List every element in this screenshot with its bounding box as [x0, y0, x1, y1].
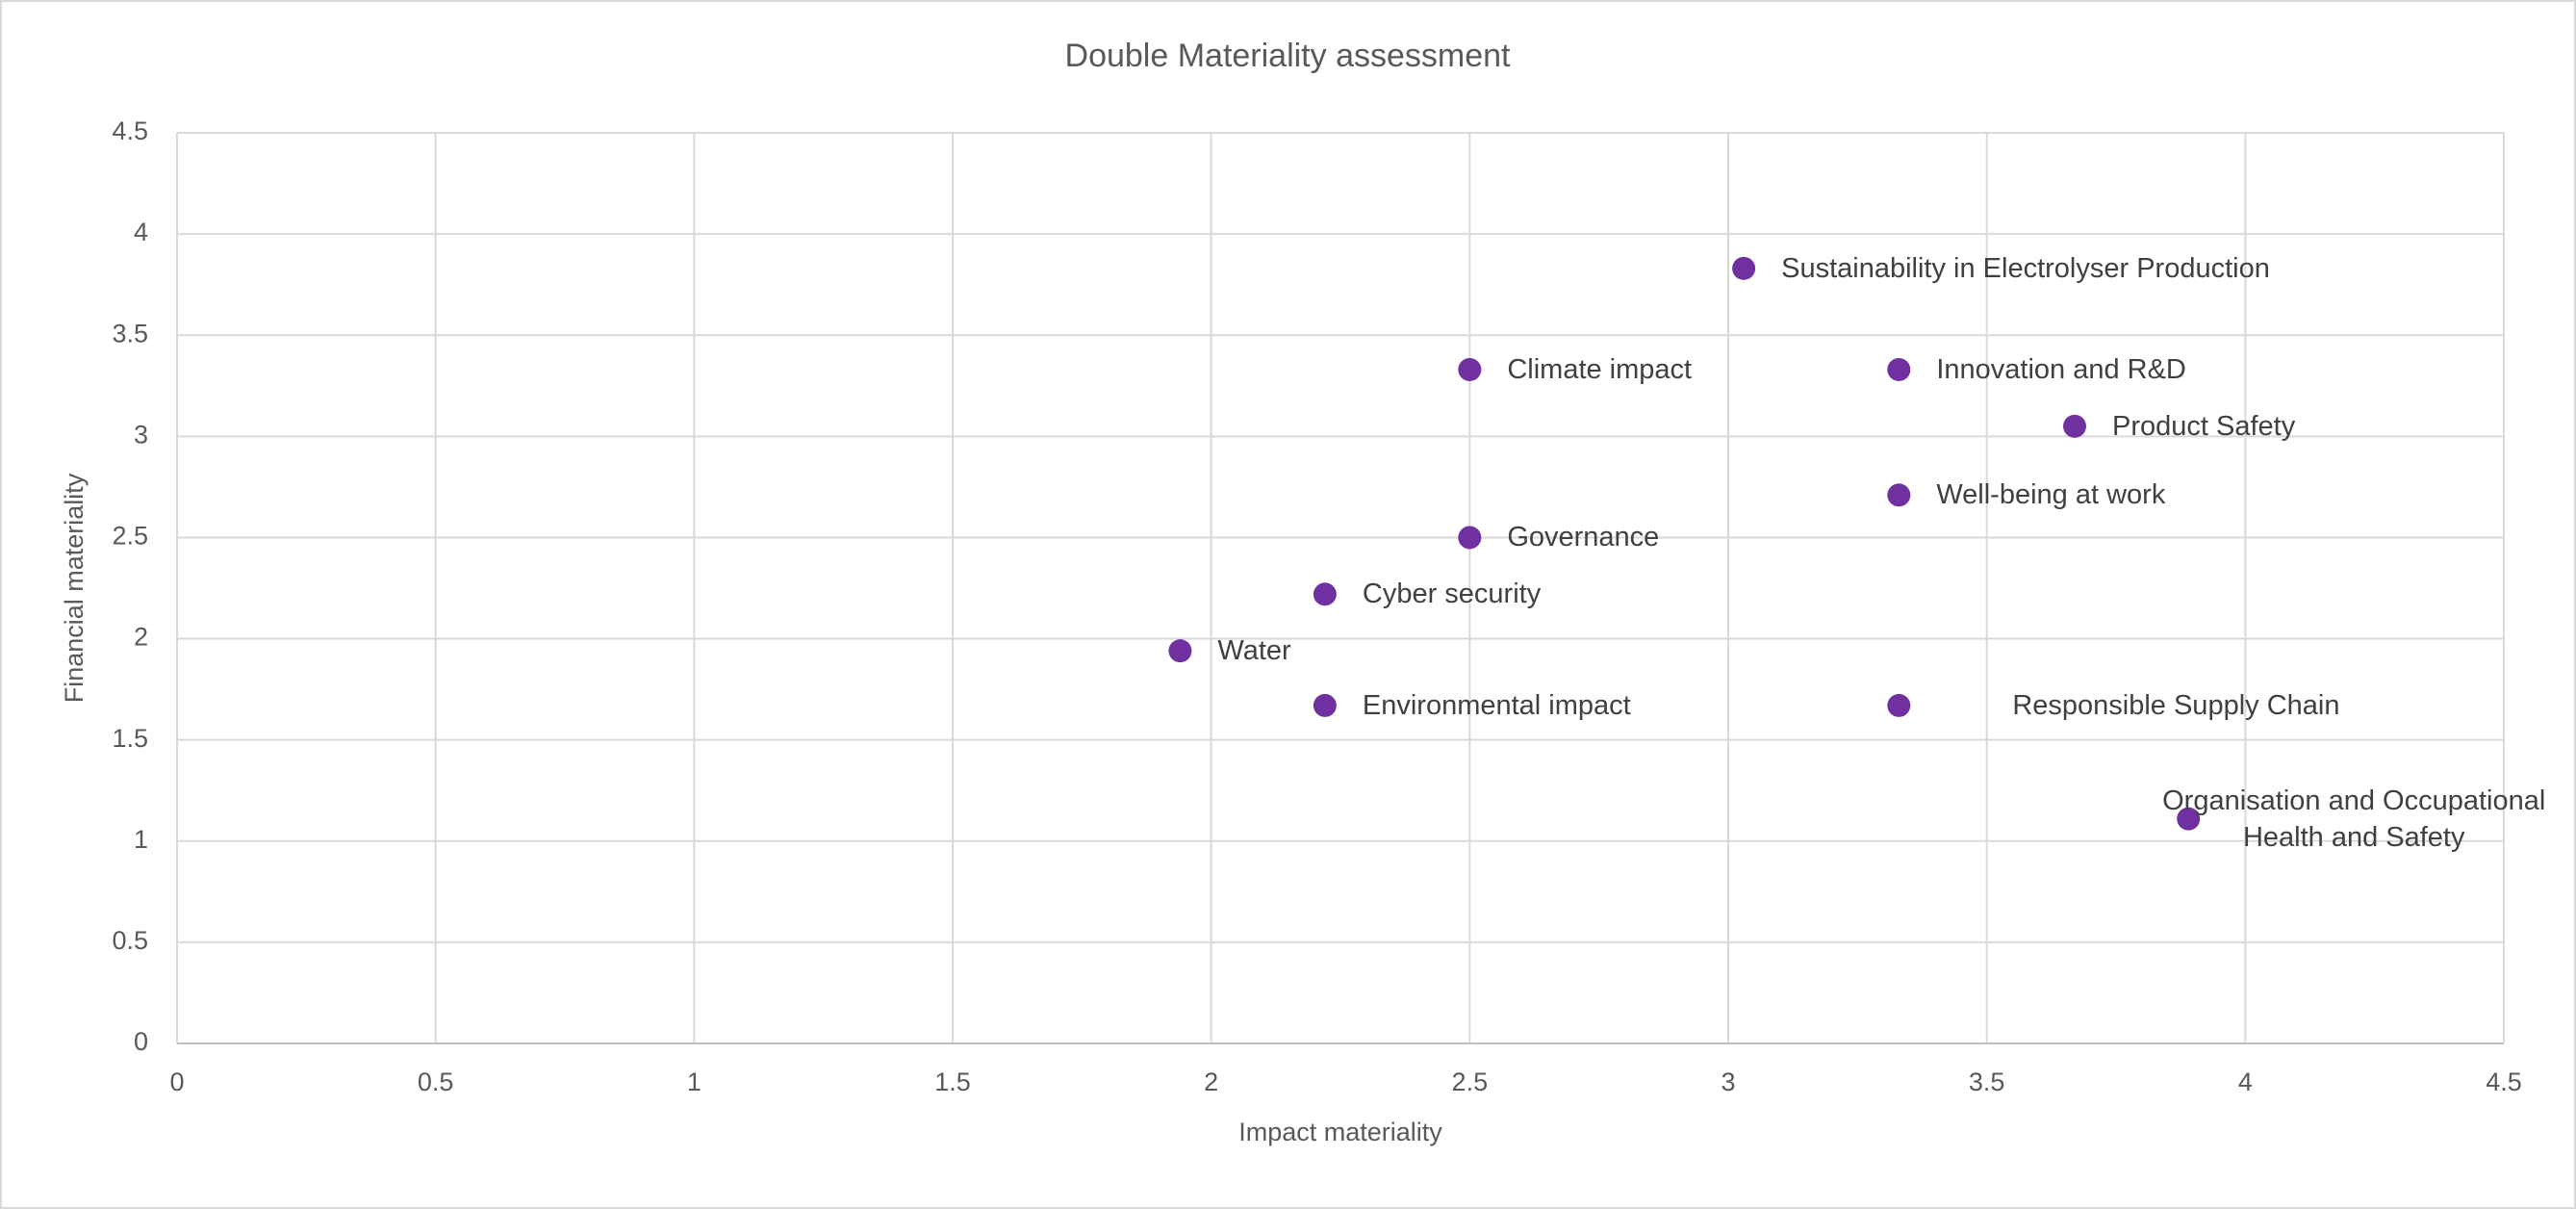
point-label: Governance	[1507, 522, 1660, 553]
point-label: Product Safety	[2112, 410, 2296, 442]
point	[1458, 357, 1482, 381]
point	[1458, 526, 1482, 550]
y-tick-label: 4.5	[112, 116, 148, 145]
point	[1313, 693, 1337, 717]
point-label: Climate impact	[1507, 353, 1693, 385]
y-tick-label: 1	[134, 825, 148, 854]
x-tick-label: 4.5	[2486, 1068, 2522, 1096]
point-label: Water	[1217, 635, 1291, 667]
x-tick-label: 3.5	[1969, 1068, 2005, 1096]
x-tick-label: 1	[687, 1068, 701, 1096]
x-axis-title: Impact materiality	[1238, 1118, 1442, 1146]
y-tick-label: 2.5	[112, 522, 148, 551]
point-label: Sustainability in Electrolyser Productio…	[1781, 252, 2270, 284]
x-tick-label: 3	[1721, 1068, 1735, 1096]
x-tick-label: 2.5	[1452, 1068, 1489, 1096]
point-label: Well-being at work	[1936, 479, 2166, 511]
point	[1168, 639, 1192, 663]
point-label: Innovation and R&D	[1936, 353, 2186, 385]
point-label: Organisation and Occupational Health and…	[2162, 785, 2546, 853]
x-tick-label: 4	[2238, 1068, 2253, 1096]
x-tick-label: 0.5	[418, 1068, 454, 1096]
point	[1887, 357, 1911, 381]
point	[2063, 414, 2087, 438]
point	[1887, 693, 1911, 717]
point	[1732, 256, 1756, 280]
point	[2177, 807, 2201, 831]
y-tick-label: 3	[134, 420, 148, 449]
y-tick-label: 3.5	[112, 319, 148, 347]
y-tick-label: 1.5	[112, 724, 148, 753]
y-tick-label: 2	[134, 623, 148, 652]
point-label: Responsible Supply Chain	[2012, 689, 2340, 721]
x-tick-label: 1.5	[934, 1068, 971, 1096]
point	[1313, 582, 1337, 606]
x-tick-label: 0	[169, 1068, 184, 1096]
y-tick-label: 0.5	[112, 926, 148, 955]
point	[1887, 483, 1911, 507]
y-tick-label: 0	[134, 1027, 148, 1056]
y-tick-label: 4	[134, 218, 148, 246]
x-tick-label: 2	[1204, 1068, 1218, 1096]
point-label: Environmental impact	[1362, 689, 1631, 721]
chart-title: Double Materiality assessment	[1065, 38, 1512, 74]
y-axis-title: Financial materiality	[60, 473, 89, 703]
point-label: Cyber security	[1362, 579, 1542, 610]
